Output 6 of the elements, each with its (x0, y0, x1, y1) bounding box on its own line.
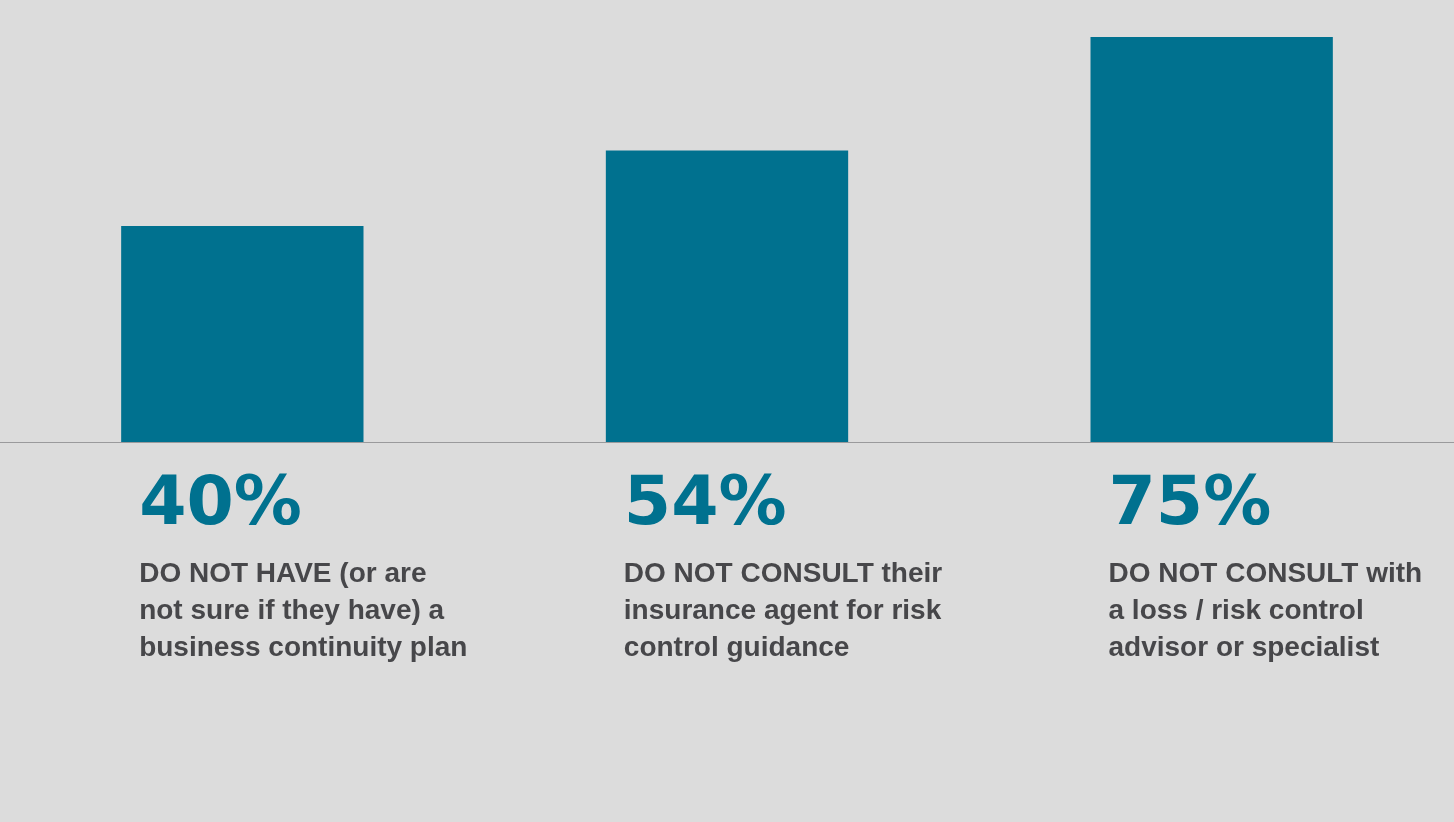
x-tick-label: DO NOT CONSULT with a loss / risk control advisor or specialist (1108, 556, 1423, 662)
data-label: 75% (1108, 460, 1272, 540)
data-label: 54% (623, 460, 787, 540)
x-tick-label: DO NOT HAVE (or are not sure if they have) a business continuity plan (139, 556, 468, 662)
x-tick-label: DO NOT CONSULT their insurance agent for risk control guidance (623, 556, 943, 662)
data-label: 40% (139, 460, 302, 540)
